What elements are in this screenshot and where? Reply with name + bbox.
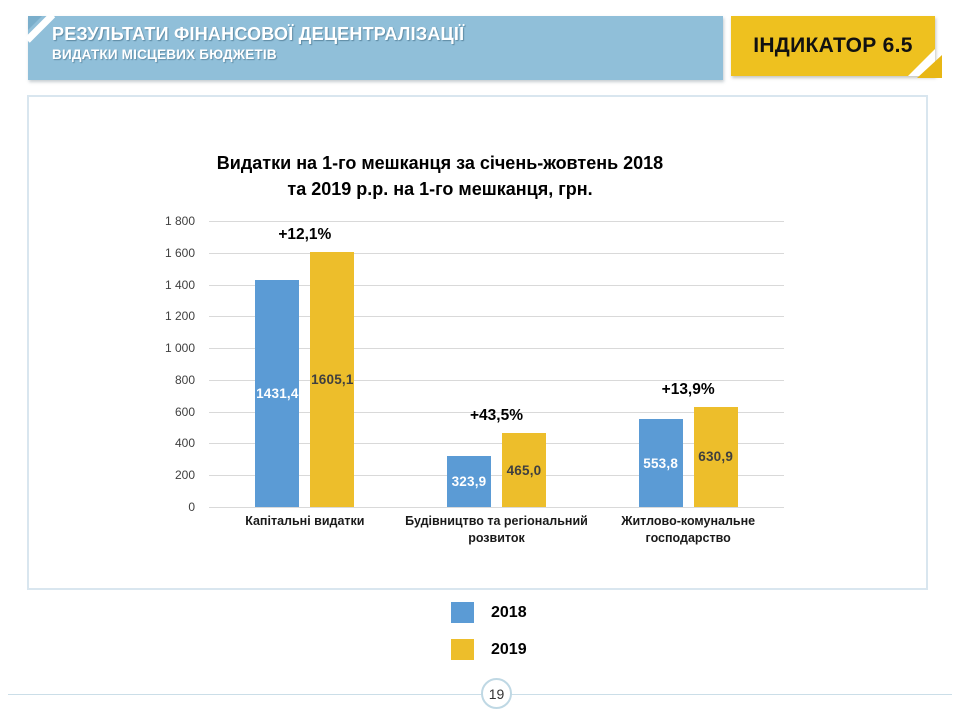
legend-swatch-icon	[451, 639, 474, 660]
y-axis-tick-label: 800	[174, 372, 195, 387]
gridline	[209, 284, 784, 286]
bar-value-label: 1605,1	[311, 371, 354, 387]
chart-plot: 1431,4 1605,1 +12,1% 323,9 465,0 +43,5% 553,8 6…	[209, 221, 784, 508]
page-subtitle: ВИДАТКИ МІСЦЕВИХ БЮДЖЕТІВ	[52, 47, 277, 62]
bar-value-label: 553,8	[643, 455, 679, 471]
page-number: 19	[488, 685, 505, 702]
delta-label: +43,5%	[469, 407, 523, 425]
page-number-badge: 19	[481, 678, 512, 709]
chart-title-line1: Видатки на 1-го мешканця за січень-жовте…	[216, 153, 664, 173]
bar-group: 1431,4 1605,1	[209, 221, 401, 507]
gridline	[209, 443, 784, 445]
category-label: Капітальні видатки	[245, 514, 365, 528]
y-axis: 0 200 400 600 800 1 000 1 200 1 400 1 600 1 800	[138, 214, 195, 514]
header-banner: РЕЗУЛЬТАТИ ФІНАНСОВОЇ ДЕЦЕНТРАЛІЗАЦІЇ ВИ…	[24, 12, 723, 80]
delta-label: +12,1%	[278, 225, 332, 243]
bar-value-label: 1431,4	[256, 385, 299, 401]
category-label: Будівництво та регіональний розвиток	[405, 514, 588, 545]
gridline	[209, 316, 784, 318]
chart-title: Видатки на 1-го мешканця за січень-жовте…	[150, 150, 730, 202]
page-title: РЕЗУЛЬТАТИ ФІНАНСОВОЇ ДЕЦЕНТРАЛІЗАЦІЇ	[52, 24, 465, 44]
bar-group: 323,9 465,0	[401, 221, 593, 507]
delta-label: +13,9%	[661, 380, 715, 398]
gridline	[209, 252, 784, 254]
y-axis-tick-label: 0	[188, 500, 195, 514]
gridline	[209, 379, 784, 381]
gridline	[209, 411, 784, 413]
legend-label: 2019	[491, 640, 527, 658]
indicator-label: ІНДИКАТОР 6.5	[753, 34, 913, 57]
legend: 2018 2019	[451, 602, 527, 660]
footer-divider	[8, 694, 952, 695]
y-axis-tick-label: 1 400	[164, 277, 195, 292]
gridline	[209, 507, 784, 508]
bar-2019: 465,0	[501, 433, 546, 507]
bar-2019: 630,9	[693, 406, 738, 507]
y-axis-tick-label: 1 800	[164, 214, 195, 228]
chart-title-line2: та 2019 р.р. на 1-го мешканця, грн.	[287, 179, 593, 199]
y-axis-tick-label: 1 600	[164, 245, 195, 260]
y-axis-tick-label: 400	[174, 436, 195, 451]
gridline	[209, 475, 784, 477]
y-axis-tick-label: 600	[174, 404, 195, 419]
bar-value-label: 323,9	[451, 473, 487, 489]
bar-group: 553,8 630,9	[592, 221, 784, 507]
bar-value-label: 465,0	[506, 462, 542, 478]
bar-value-label: 630,9	[698, 449, 734, 465]
bar-2018: 553,8	[638, 419, 683, 507]
bar-2019: 1605,1	[310, 251, 355, 507]
gridline	[209, 348, 784, 350]
legend-item: 2018	[451, 602, 527, 623]
y-axis-tick-label: 1 200	[164, 309, 195, 324]
category-label: Житлово-комунальне господарство	[621, 514, 756, 545]
bar-2018: 1431,4	[255, 279, 300, 507]
legend-swatch-icon	[451, 602, 474, 623]
indicator-badge: ІНДИКАТОР 6.5	[731, 16, 942, 78]
y-axis-tick-label: 200	[174, 468, 195, 483]
y-axis-tick-label: 1 000	[164, 341, 195, 356]
bar-2018: 323,9	[446, 455, 491, 507]
legend-label: 2018	[491, 603, 527, 621]
legend-item: 2019	[451, 639, 527, 660]
gridline	[209, 221, 784, 222]
